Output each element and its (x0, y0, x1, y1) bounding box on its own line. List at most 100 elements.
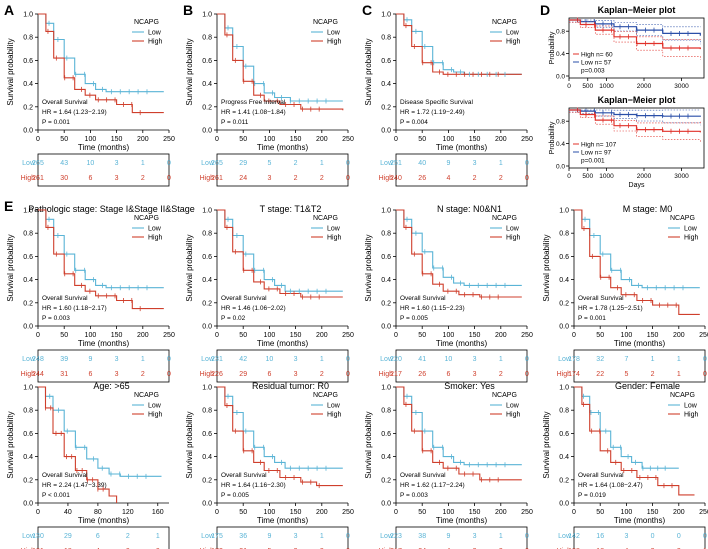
risk-count-low: 38 (418, 533, 426, 540)
survival-curve-low (574, 386, 679, 469)
risk-count-high: 5 (624, 371, 628, 378)
survival-type-label: Overall Survival (221, 295, 267, 302)
legend-label-low: Low (327, 403, 341, 410)
risk-count-high: 3 (115, 371, 119, 378)
survival-curve-low (217, 386, 343, 469)
risk-count-high: 26 (418, 371, 426, 378)
risk-count-low: 3 (115, 160, 119, 167)
y-axis-title: Probability (549, 31, 556, 64)
km-panel-e2: T stage: T1&T20.00.20.40.60.81.00 50 100 15… (185, 204, 354, 383)
risk-count-low: 3 (294, 533, 298, 540)
risk-count-low: 5 (267, 160, 271, 167)
subgroup-title: M stage: M0 (623, 204, 673, 214)
risk-count-low: 29 (64, 533, 72, 540)
hazard-ratio-label: HR = 1.60 (1.15−2.23) (400, 305, 465, 312)
y-tick-label: 0.6 (559, 254, 569, 261)
risk-count-high: 1 (677, 371, 681, 378)
y-tick-label: 0.8 (202, 408, 212, 415)
risk-row-label-low: Low (201, 160, 215, 167)
risk-count-low: 1 (499, 356, 503, 363)
y-tick-label: 0.8 (381, 231, 391, 238)
x-tick-label: 1000 (599, 83, 614, 90)
risk-count-low: 1 (320, 356, 324, 363)
legend-label-high: High n= 60 (581, 52, 613, 59)
y-tick-label: 0.4 (23, 454, 33, 461)
y-tick-label: 1.0 (202, 208, 212, 215)
risk-count-low: 42 (239, 356, 247, 363)
risk-row-label-high: High (379, 175, 394, 182)
x-tick-label: 200 (316, 332, 328, 339)
x-tick-label: 250 (163, 136, 175, 143)
risk-count-high: 244 (32, 371, 44, 378)
survival-type-label: Overall Survival (221, 472, 267, 479)
survival-curve-high (574, 209, 700, 315)
x-tick-label: 100 (264, 136, 276, 143)
x-tick-label: 50 (60, 136, 68, 143)
y-tick-label: 0.0 (202, 324, 212, 331)
risk-count-low: 9 (267, 533, 271, 540)
y-tick-label: 1.0 (559, 385, 569, 392)
risk-count-high: 0 (167, 175, 171, 182)
risk-table-frame (37, 349, 170, 383)
y-axis-title: Survival probability (6, 38, 15, 105)
x-tick-label: 50 (596, 509, 604, 516)
risk-count-low: 1 (141, 160, 145, 167)
x-tick-label: 250 (163, 332, 175, 339)
y-tick-label: 0.2 (559, 477, 569, 484)
x-axis-title: Time (months) (436, 339, 488, 348)
x-tick-label: 150 (290, 509, 302, 516)
x-tick-label: 0 (567, 83, 571, 90)
x-tick-label: 1000 (599, 173, 614, 180)
survival-curve-low (217, 13, 343, 102)
risk-count-low: 10 (266, 356, 274, 363)
risk-count-low: 178 (568, 356, 580, 363)
y-tick-label: 0.6 (559, 431, 569, 438)
legend-label-low: Low (506, 226, 520, 233)
x-tick-label: 100 (443, 136, 455, 143)
x-tick-label: 0 (36, 332, 40, 339)
x-axis-title: Time (months) (436, 516, 488, 525)
p-value-label: P = 0.019 (578, 492, 606, 499)
risk-row-label-low: Low (201, 533, 215, 540)
x-tick-label: 250 (342, 136, 354, 143)
km-panel-e4: M stage: M00.00.20.40.60.81.00 50 100 150 20… (542, 204, 708, 383)
y-tick-label: 0.6 (23, 58, 33, 65)
legend-title: NCAPG (134, 215, 159, 222)
x-tick-label: 100 (621, 332, 633, 339)
risk-count-low: 0 (346, 533, 350, 540)
y-tick-label: 0.0 (381, 501, 391, 508)
risk-count-high: 174 (568, 371, 580, 378)
risk-count-low: 32 (596, 356, 604, 363)
risk-count-low: 0 (167, 160, 171, 167)
x-tick-label: 250 (342, 509, 354, 516)
risk-count-high: 0 (525, 371, 529, 378)
hazard-ratio-label: HR = 1.60 (1.18−2.17) (42, 305, 107, 312)
risk-count-high: 0 (346, 175, 350, 182)
risk-count-low: 0 (167, 356, 171, 363)
survival-curve-high (569, 109, 701, 133)
y-axis-title: Survival probability (542, 411, 551, 478)
hazard-ratio-label: HR = 1.64 (1.08−2.47) (578, 482, 643, 489)
risk-count-low: 9 (446, 160, 450, 167)
x-tick-label: 200 (673, 332, 685, 339)
risk-count-low: 0 (651, 533, 655, 540)
y-tick-label: 0.4 (556, 51, 565, 58)
risk-count-low: 3 (115, 356, 119, 363)
risk-table-frame (37, 526, 170, 549)
risk-row-label-high: High (21, 371, 36, 378)
survival-type-label: Overall Survival (400, 295, 446, 302)
x-tick-label: 0 (215, 332, 219, 339)
risk-count-high: 0 (167, 371, 171, 378)
panel-label-d: D (540, 2, 550, 18)
risk-count-high: 2 (320, 371, 324, 378)
survival-type-label: Overall Survival (400, 472, 446, 479)
y-tick-label: 0.4 (559, 277, 569, 284)
x-axis-title: Days (629, 182, 645, 189)
y-tick-label: 0.2 (202, 104, 212, 111)
p-value-label: P = 0.005 (221, 492, 249, 499)
y-tick-label: 0.8 (23, 231, 33, 238)
risk-count-high: 217 (390, 371, 402, 378)
y-axis-title: Probability (549, 121, 556, 154)
y-tick-label: 0.4 (381, 81, 391, 88)
